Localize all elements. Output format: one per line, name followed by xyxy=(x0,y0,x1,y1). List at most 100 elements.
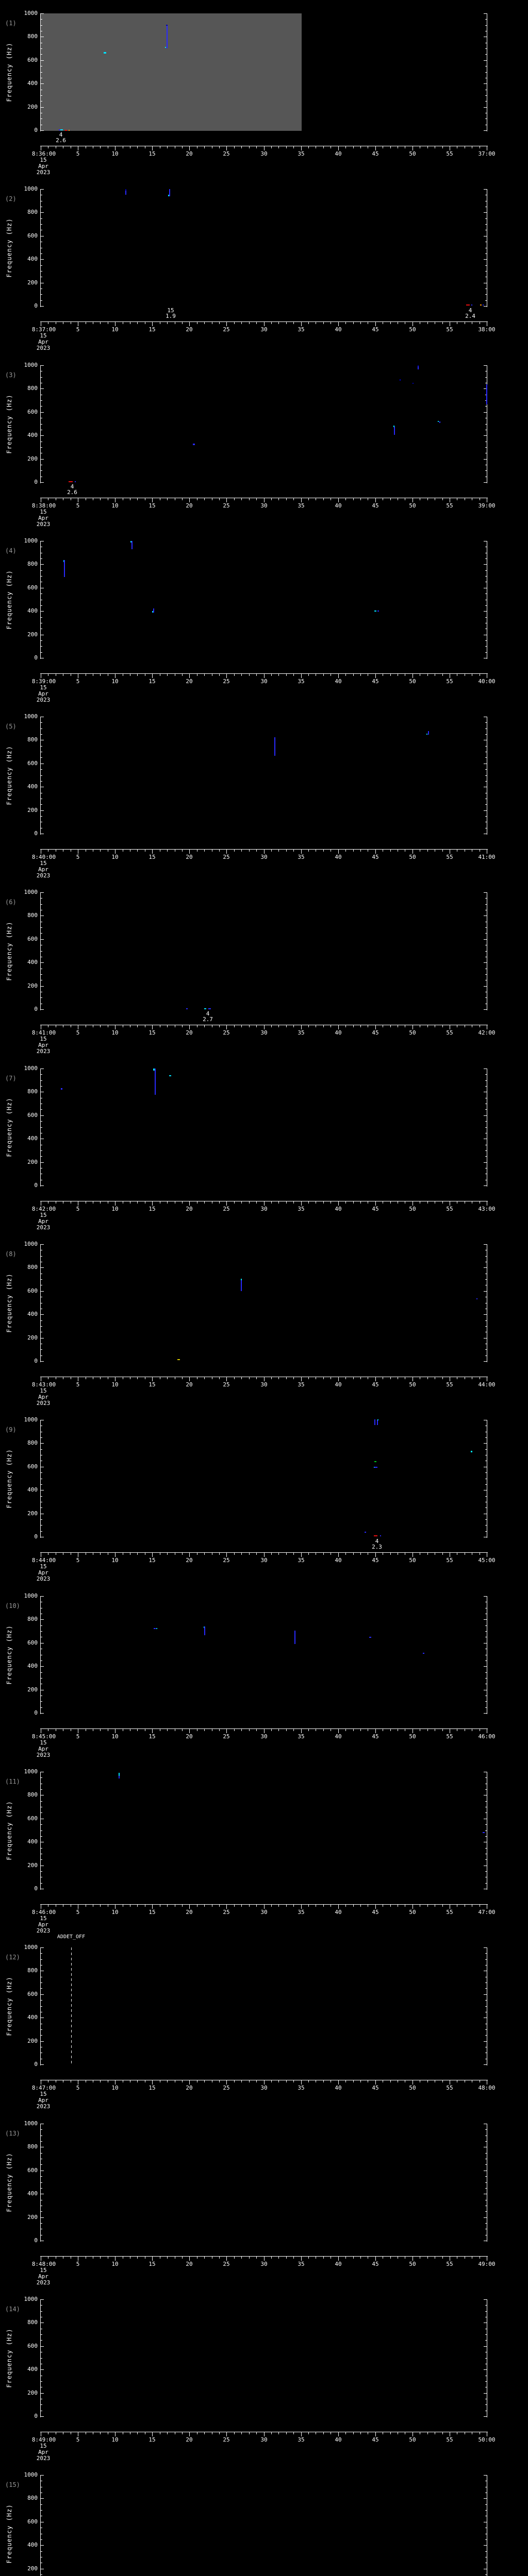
x-minor-tick xyxy=(345,2257,346,2259)
x-major-tick xyxy=(115,1729,116,1733)
x-major-tick xyxy=(152,1377,153,1381)
y-minor-tick xyxy=(41,1507,42,1508)
y-major-tick xyxy=(41,1115,44,1116)
event-annotation-count: 4 xyxy=(468,307,472,314)
x-tick-label: 25 xyxy=(223,1909,230,1916)
x-minor-tick xyxy=(167,1905,168,1907)
x-minor-tick xyxy=(390,674,391,676)
y-tick-label: 0 xyxy=(34,2061,38,2067)
date-line: 15 xyxy=(40,1036,47,1042)
y-tick-label: 0 xyxy=(34,1885,38,1892)
x-minor-tick xyxy=(427,2257,428,2259)
x-major-tick xyxy=(412,1201,413,1206)
y-minor-tick xyxy=(41,1953,42,1954)
x-minor-tick xyxy=(442,1553,443,1555)
date-line: Apr xyxy=(38,2273,48,2280)
x-major-tick xyxy=(338,2432,339,2436)
y-major-tick xyxy=(484,611,487,612)
x-tick-label: 45 xyxy=(372,854,379,860)
x-tick-label: 15 xyxy=(148,1206,156,1212)
y-minor-tick xyxy=(485,652,487,653)
x-minor-tick xyxy=(256,1729,257,1731)
x-minor-tick xyxy=(345,1905,346,1907)
detection-mark xyxy=(380,1535,381,1536)
y-minor-tick xyxy=(485,218,487,219)
y-minor-tick xyxy=(485,2000,487,2001)
y-minor-tick xyxy=(485,1859,487,1860)
y-minor-tick xyxy=(485,19,487,20)
y-minor-tick xyxy=(41,640,42,641)
x-major-tick xyxy=(226,674,227,678)
y-minor-tick xyxy=(41,1625,42,1626)
y-minor-tick xyxy=(41,1086,42,1087)
x-minor-tick xyxy=(234,1201,235,1204)
x-minor-tick xyxy=(286,674,287,676)
date-line: 2023 xyxy=(36,1575,51,1582)
x-major-tick xyxy=(412,1905,413,1909)
y-minor-tick xyxy=(41,1279,42,1280)
x-minor-tick xyxy=(204,1553,205,1555)
y-minor-tick xyxy=(41,746,42,747)
x-tick-label: 20 xyxy=(186,326,193,333)
y-major-tick xyxy=(484,189,487,190)
y-major-tick xyxy=(484,2064,487,2065)
x-tick-label: 10 xyxy=(111,678,119,685)
date-line: 15 xyxy=(40,2443,47,2449)
y-minor-tick xyxy=(41,2188,42,2189)
y-tick-label: 0 xyxy=(34,2237,38,2244)
y-major-tick xyxy=(41,2545,44,2546)
y-axis-title: Frequency (Hz) xyxy=(6,1976,13,2036)
x-minor-tick xyxy=(323,1377,324,1379)
y-minor-tick xyxy=(41,646,42,647)
detection-mark xyxy=(426,734,427,735)
x-minor-tick xyxy=(286,2080,287,2082)
x-minor-tick xyxy=(345,1553,346,1555)
y-tick-label: 800 xyxy=(27,33,38,40)
x-minor-tick xyxy=(271,1553,272,1555)
x-major-tick xyxy=(375,2432,376,2436)
detection-mark xyxy=(61,1088,62,1090)
y-minor-tick xyxy=(41,804,42,805)
x-tick-label: 15 xyxy=(148,854,156,860)
x-minor-tick xyxy=(345,674,346,676)
y-tick-label: 800 xyxy=(27,736,38,743)
y-minor-tick xyxy=(485,265,487,266)
x-start-label: 8:48:00 xyxy=(31,2261,56,2267)
panel-number: (1) xyxy=(5,20,16,27)
y-minor-tick xyxy=(485,2551,487,2552)
x-minor-tick xyxy=(442,322,443,324)
y-minor-tick xyxy=(485,2311,487,2312)
x-minor-tick xyxy=(271,322,272,324)
x-minor-tick xyxy=(234,1025,235,1027)
spectrogram-panel-2: 1000 800 600 400 200 0 Frequency (Hz) (2) 15 1.9 4… xyxy=(0,176,528,352)
y-tick-label: 1000 xyxy=(24,713,38,720)
y-tick-label: 200 xyxy=(27,279,38,286)
x-major-tick xyxy=(338,322,339,326)
x-minor-tick xyxy=(137,1905,138,1907)
x-tick-label: 5 xyxy=(76,1206,80,1212)
y-tick-label: 200 xyxy=(27,2214,38,2221)
y-minor-tick xyxy=(485,1871,487,1872)
y-tick-label: 600 xyxy=(27,2518,38,2525)
x-major-tick xyxy=(189,1729,190,1733)
x-minor-tick xyxy=(137,850,138,852)
y-minor-tick xyxy=(485,1279,487,1280)
x-major-tick xyxy=(226,850,227,854)
x-tick-label: 15 xyxy=(148,1381,156,1388)
x-start-label: 8:45:00 xyxy=(31,1733,56,1740)
x-minor-tick xyxy=(308,2257,309,2259)
x-minor-tick xyxy=(249,146,250,148)
y-tick-label: 600 xyxy=(27,2343,38,2349)
x-minor-tick xyxy=(219,850,220,852)
x-tick-label: 25 xyxy=(223,326,230,333)
x-major-tick xyxy=(189,1025,190,1029)
x-tick-label: 35 xyxy=(298,1733,305,1740)
y-minor-tick xyxy=(41,2006,42,2007)
x-minor-tick xyxy=(286,1201,287,1204)
x-tick-label: 5 xyxy=(76,2084,80,2091)
y-minor-tick xyxy=(41,25,42,26)
y-tick-label: 600 xyxy=(27,1639,38,1646)
y-major-tick xyxy=(484,435,487,436)
detection-mark xyxy=(153,608,154,613)
x-major-tick xyxy=(189,1201,190,1206)
